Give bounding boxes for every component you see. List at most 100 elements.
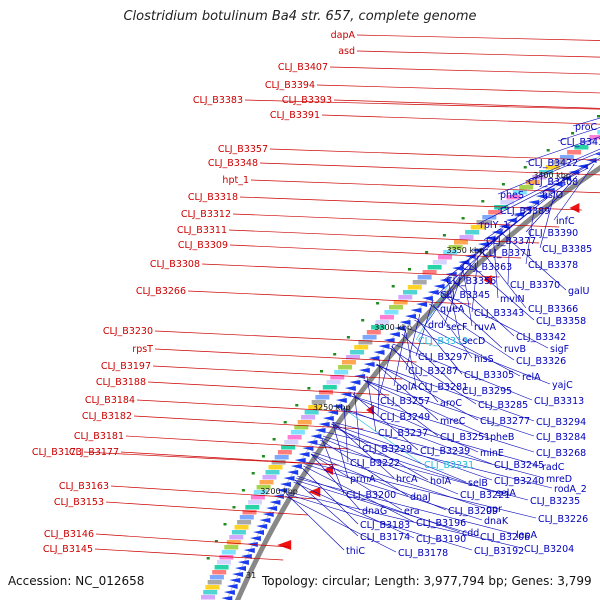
gene-block [476, 220, 491, 225]
cds-arrow [378, 344, 390, 349]
gene-block [287, 435, 302, 440]
gene-block [207, 580, 222, 585]
cds-arrow [306, 440, 318, 445]
gene-label-left: CLJ_B3163 [59, 481, 109, 492]
gene-block [500, 200, 515, 205]
connector-left [232, 213, 560, 228]
gene-label-right: CLJ_B3287 [408, 366, 458, 377]
cds-arrow [253, 530, 264, 535]
gene-block [366, 330, 381, 335]
cds-arrow [433, 284, 445, 289]
gene-label-right: hslO [542, 190, 563, 201]
gene-block [319, 390, 333, 395]
label-connector-lines [83, 34, 600, 561]
gene-block [253, 490, 268, 495]
gene-label-right: CLJ_B3371 [482, 248, 532, 259]
green-feature-mark [597, 115, 600, 118]
cds-arrow [243, 548, 255, 553]
gene-label-right: CLJ_B3385 [542, 244, 592, 255]
gene-block [248, 500, 262, 505]
green-feature-mark [307, 387, 311, 390]
cds-arrow [287, 470, 299, 475]
gene-label-right: prmA [350, 474, 376, 485]
cds-arrow [279, 482, 291, 487]
connector-right [440, 291, 503, 349]
connector-left [316, 84, 600, 94]
cds-arrow [464, 254, 476, 259]
gene-label-left: CLJ_B3391 [270, 110, 320, 121]
kbp-tick-label: 3250 kbp [313, 403, 351, 412]
green-feature-mark [391, 285, 395, 288]
cds-arrow [256, 524, 268, 529]
cds-arrow [229, 578, 241, 583]
gene-label-right: CLJ_B3226 [538, 514, 588, 525]
gene-label-right: CLJ_B3390 [528, 228, 578, 239]
gene-label-right: ruvB [504, 344, 526, 355]
green-feature-mark [425, 251, 429, 254]
gene-label-left: CLJ_B3357 [218, 144, 268, 155]
connector-right [351, 395, 535, 453]
connector-right [325, 431, 553, 489]
green-feature-mark [223, 523, 227, 526]
green-feature-mark [361, 319, 365, 322]
gene-block [342, 360, 356, 365]
cds-arrow [314, 428, 326, 433]
connector-right [329, 425, 467, 483]
connector-left [228, 229, 540, 244]
green-feature-mark [206, 557, 210, 560]
gene-label-right: CLJ_B3206 [480, 532, 530, 543]
gene-label-left: CLJ_B3145 [43, 544, 93, 555]
gene-label-right: queA [440, 304, 465, 315]
gene-label-right: hrcA [396, 474, 418, 485]
connector-right [469, 263, 535, 321]
gene-block [407, 285, 422, 290]
gene-block [237, 520, 252, 525]
gene-block [506, 195, 521, 200]
green-feature-mark [320, 370, 323, 373]
gene-label-left: CLJ_B3394 [265, 80, 315, 91]
connector-left [94, 548, 284, 561]
gene-block [438, 255, 452, 260]
cds-arrow [322, 416, 334, 421]
green-feature-mark [546, 149, 550, 152]
gene-label-right: CLJ_B3209 [448, 506, 498, 517]
gene-block [465, 230, 480, 235]
green-feature-mark [442, 234, 446, 237]
cds-arrow [298, 452, 310, 457]
gene-label-left: CLJ_B3184 [85, 395, 135, 406]
gene-block [375, 320, 390, 325]
connector-right [285, 495, 397, 553]
green-feature-mark [571, 132, 575, 135]
cds-arrow [262, 512, 274, 517]
gene-block [412, 280, 427, 285]
connector-left [105, 501, 308, 516]
cds-arrow [349, 380, 361, 385]
gene-block [454, 240, 468, 245]
green-feature-mark [346, 336, 350, 339]
cds-arrow [318, 422, 330, 427]
gene-block [315, 395, 330, 400]
connector-right [414, 319, 521, 377]
connector-left [120, 451, 339, 466]
gene-label-right: CLJ_B3257 [380, 396, 430, 407]
connector-left [187, 290, 472, 305]
gene-block [354, 345, 369, 350]
gene-label-right: CLJ_B3370 [510, 280, 560, 291]
connector-right [448, 283, 461, 341]
gene-label-left: CLJ_B3181 [74, 431, 124, 442]
gene-block [350, 350, 365, 355]
gene-block [398, 295, 413, 300]
gene-label-left: CLJ_B3177 [69, 447, 119, 458]
gene-label-right: secF [446, 322, 467, 333]
gene-arrow-red [569, 203, 580, 213]
cds-arrow [221, 596, 233, 600]
gene-label-right: CLJ_B3178 [398, 548, 448, 559]
connector-right [294, 479, 359, 537]
green-feature-mark [272, 438, 276, 441]
gene-label-right: CLJ_B3358 [536, 316, 586, 327]
green-feature-mark [333, 353, 337, 356]
connector-right [375, 364, 535, 422]
gene-block [422, 270, 437, 275]
gene-label-right: aroC [440, 398, 462, 409]
